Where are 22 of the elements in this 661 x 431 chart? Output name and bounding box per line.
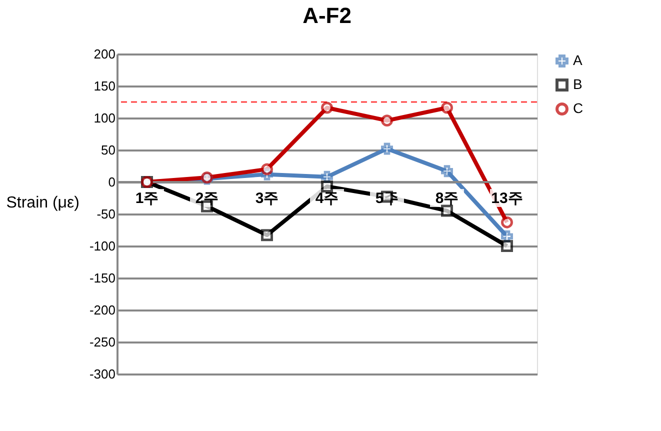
y-axis-title: Strain (με): [6, 194, 80, 212]
y-tick-label: 100: [94, 110, 116, 126]
y-tick-label: 200: [94, 46, 116, 62]
legend-label: C: [573, 100, 584, 116]
x-tick-label: 4주: [315, 190, 339, 207]
y-tick-label: -50: [96, 206, 116, 222]
x-tick-label: 2주: [195, 190, 219, 207]
legend-label: A: [573, 52, 583, 68]
y-tick-label: -200: [89, 302, 116, 318]
x-tick-label: 1주: [135, 190, 159, 207]
y-tick-label: -300: [89, 366, 116, 382]
legend-label: B: [573, 76, 582, 92]
chart-title: A-F2: [302, 3, 352, 28]
y-tick-label: -150: [89, 270, 116, 286]
y-tick-label: 0: [108, 174, 116, 190]
y-tick-label: 50: [101, 142, 116, 158]
x-tick-label: 8주: [435, 190, 459, 207]
y-tick-label: -100: [89, 238, 116, 254]
y-tick-label: 150: [94, 78, 116, 94]
x-tick-label: 3주: [255, 190, 279, 207]
y-tick-label: -250: [89, 334, 116, 350]
x-tick-label: 13주: [491, 190, 523, 207]
